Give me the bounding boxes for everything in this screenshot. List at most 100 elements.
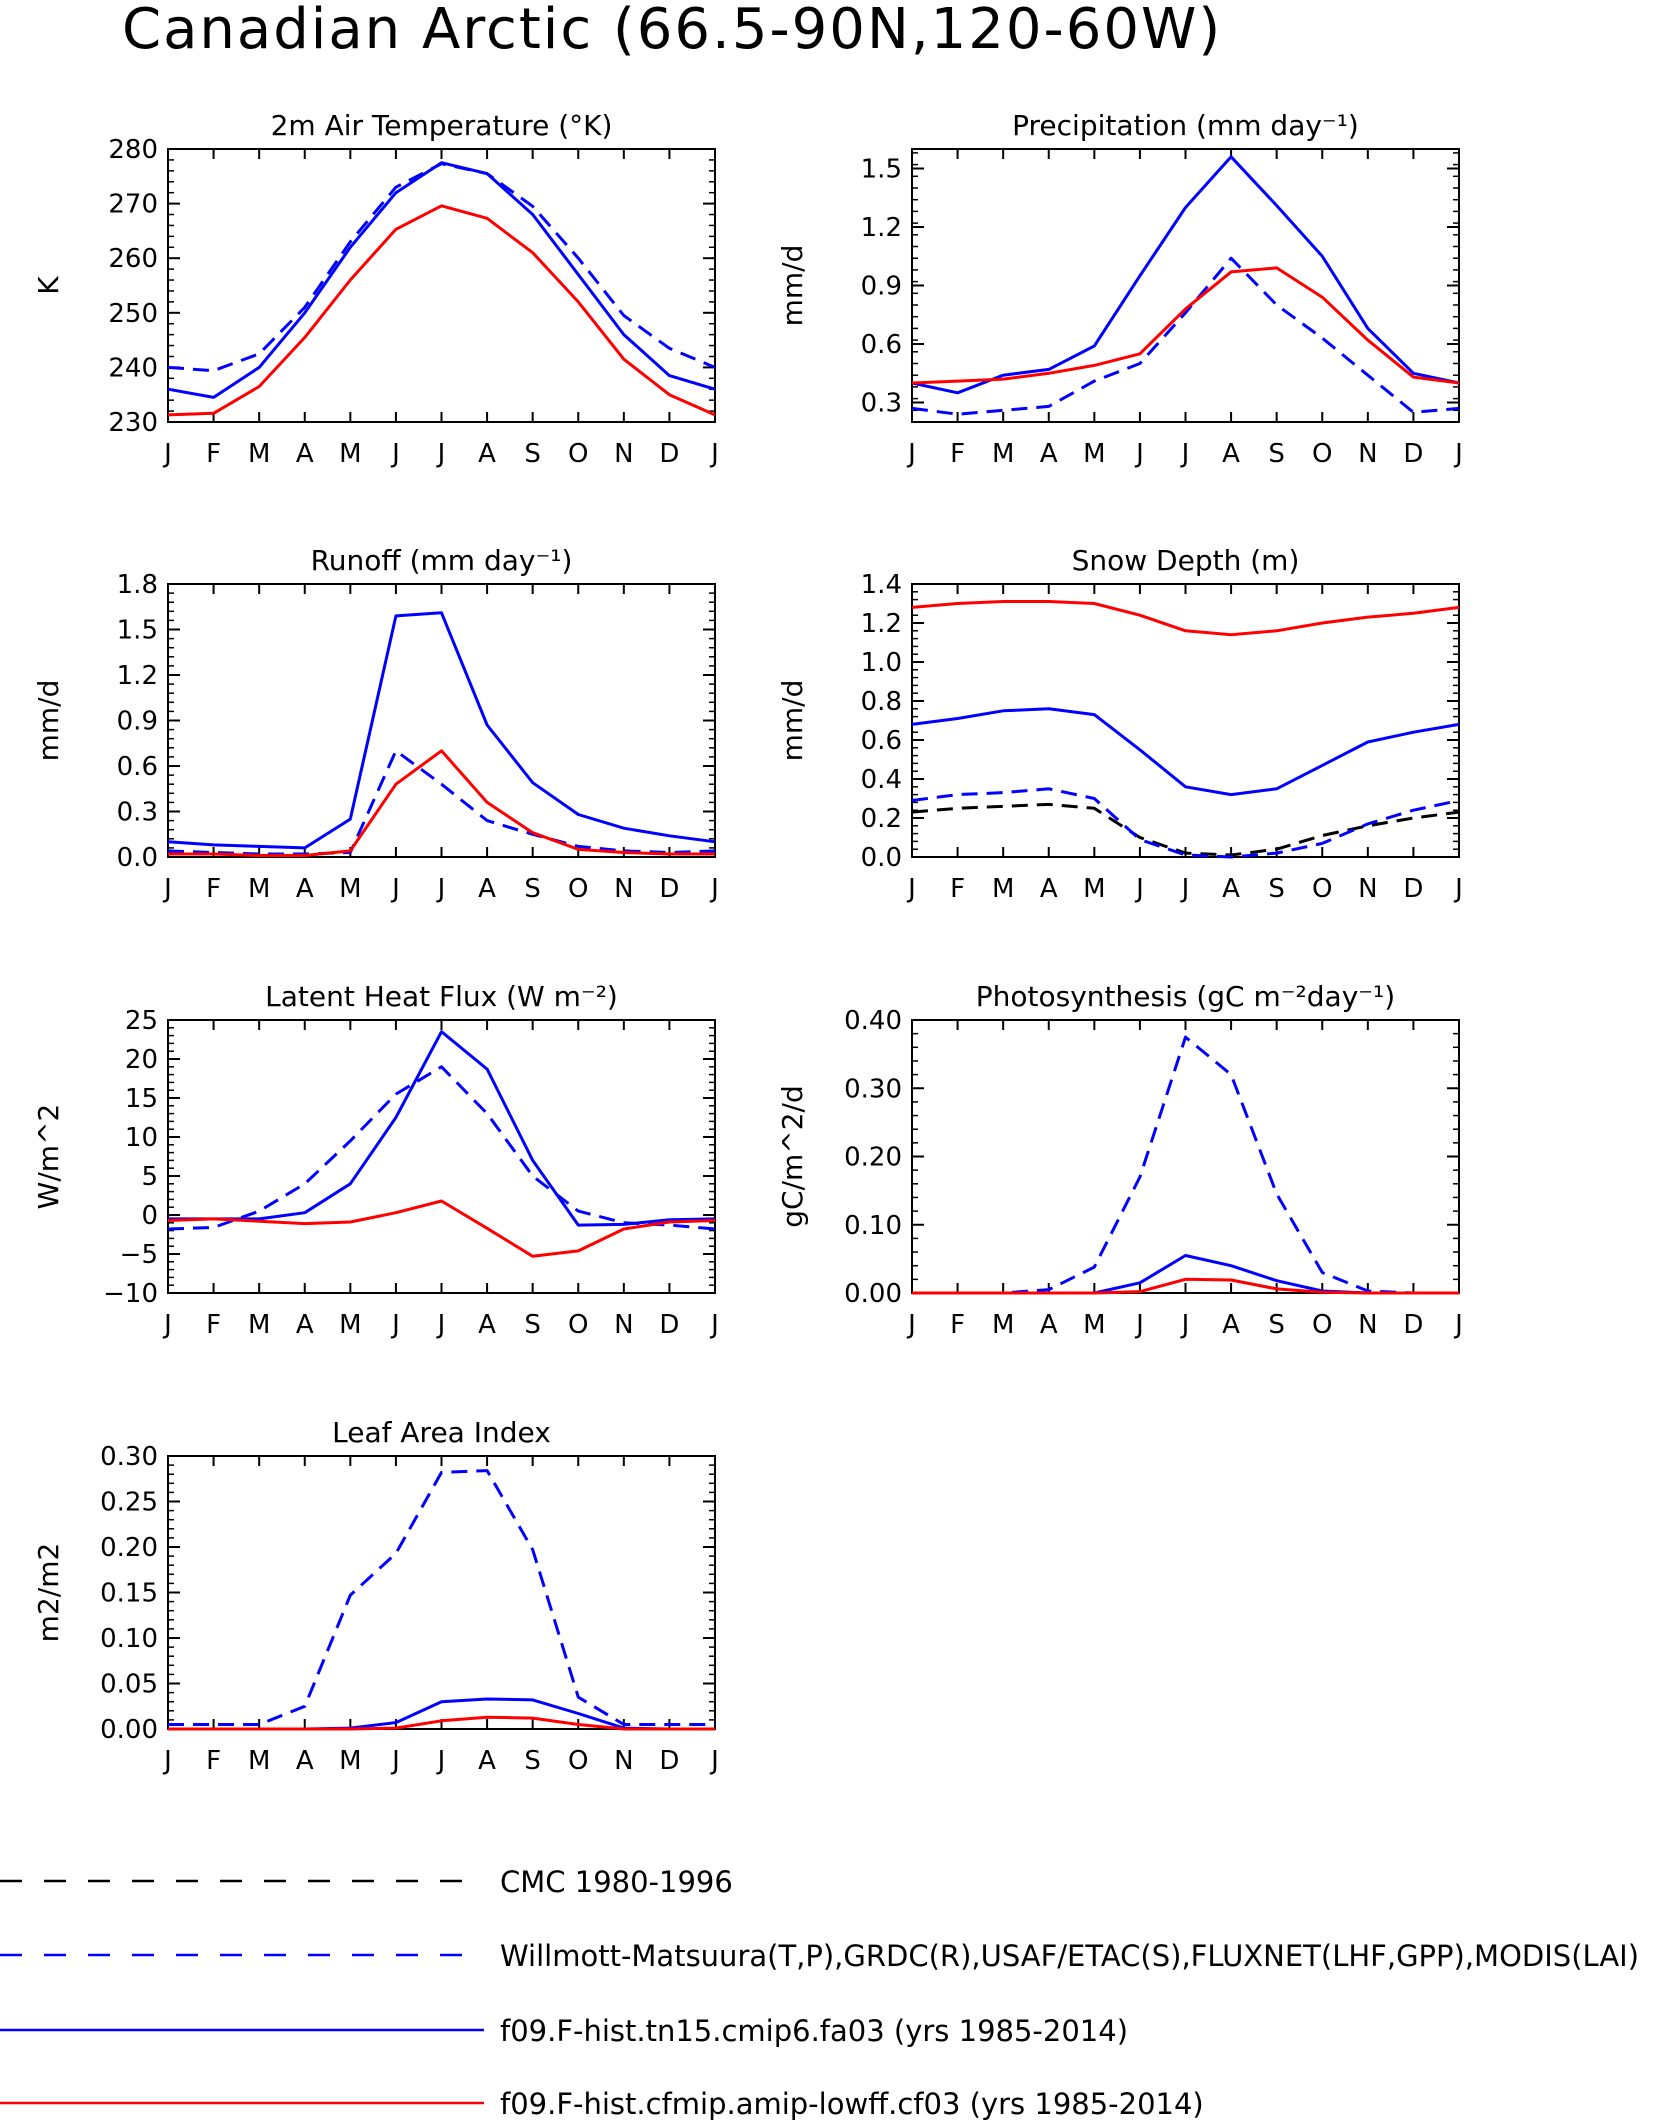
- series-line-2: [167, 161, 716, 399]
- x-tick-label: J: [709, 1746, 719, 1776]
- series-line-1: [911, 802, 1460, 857]
- x-tick-label: J: [709, 439, 719, 469]
- x-tick-label: A: [478, 1746, 496, 1776]
- legend-label: f09.F-hist.cfmip.amip-lowff.cf03 (yrs 19…: [500, 2087, 1204, 2121]
- y-tick-label: 0.6: [861, 726, 902, 756]
- x-tick-label: J: [1180, 439, 1190, 469]
- series-line-2: [911, 787, 1460, 859]
- panel-title: Photosynthesis (gC m⁻²day⁻¹): [976, 980, 1395, 1013]
- x-tick-label: J: [1134, 874, 1144, 904]
- series-line-3: [168, 749, 715, 857]
- panel-7: J F M A M J J A S O N D J0.000.050.100.150.200.250.3…: [32, 1416, 719, 1776]
- x-tick-label: O: [1312, 439, 1332, 469]
- x-tick-label: J: [436, 874, 446, 904]
- y-tick-label: 0.9: [861, 272, 902, 302]
- x-tick-label: N: [614, 1310, 633, 1340]
- y-tick-label: 0.10: [100, 1624, 158, 1654]
- x-tick-label: M: [1083, 439, 1105, 469]
- panel-3: J F M A M J J A S O N D J0.00.30.60.91.21.51.8Runoff…: [32, 544, 719, 904]
- y-tick-label: 0.25: [100, 1488, 158, 1518]
- panel-title: 2m Air Temperature (°K): [271, 109, 613, 142]
- x-tick-label: S: [1268, 439, 1285, 469]
- x-tick-label: D: [659, 1746, 679, 1776]
- x-tick-label: S: [524, 874, 541, 904]
- plot-frame: [167, 1455, 716, 1730]
- x-tick-label: A: [478, 874, 496, 904]
- y-tick-label: 1.5: [861, 155, 902, 185]
- panel-title: Leaf Area Index: [332, 1416, 551, 1449]
- plot-frame: [167, 148, 716, 423]
- x-tick-label: J: [906, 874, 916, 904]
- y-tick-label: −10: [103, 1279, 158, 1309]
- panel-title: Runoff (mm day⁻¹): [311, 544, 573, 577]
- x-tick-label: J: [906, 1310, 916, 1340]
- x-tick-label: J: [162, 874, 172, 904]
- x-tick-label: S: [1268, 874, 1285, 904]
- y-tick-label: 1.5: [117, 616, 158, 646]
- x-tick-label: O: [1312, 874, 1332, 904]
- x-tick-label: M: [339, 1746, 361, 1776]
- y-tick-label: 0.0: [117, 843, 158, 873]
- legend-label: f09.F-hist.tn15.cmip6.fa03 (yrs 1985-201…: [500, 2014, 1128, 2048]
- legend-item: Willmott-Matsuura(T,P),GRDC(R),USAF/ETAC…: [0, 1939, 1639, 1973]
- y-tick-label: 0.20: [844, 1143, 902, 1173]
- panel-title: Precipitation (mm day⁻¹): [1012, 109, 1359, 142]
- x-tick-label: F: [950, 439, 965, 469]
- x-tick-label: A: [1222, 439, 1240, 469]
- y-tick-label: 0.05: [100, 1670, 158, 1700]
- x-tick-label: J: [1134, 439, 1144, 469]
- x-tick-label: A: [296, 1746, 314, 1776]
- x-tick-label: M: [248, 1746, 270, 1776]
- x-tick-label: J: [162, 1746, 172, 1776]
- x-tick-label: D: [659, 439, 679, 469]
- y-tick-label: 0.9: [117, 707, 158, 737]
- panel-4: J F M A M J J A S O N D J0.00.20.40.60.81.01.21.4Sno…: [776, 544, 1463, 904]
- x-tick-label: A: [1040, 874, 1058, 904]
- x-tick-label: A: [296, 874, 314, 904]
- y-tick-label: 15: [125, 1084, 158, 1114]
- x-tick-label: J: [1453, 1310, 1463, 1340]
- y-tick-label: 0.3: [117, 798, 158, 828]
- x-tick-label: M: [992, 439, 1014, 469]
- y-tick-label: 20: [125, 1045, 158, 1075]
- x-tick-label: J: [436, 439, 446, 469]
- x-tick-label: A: [296, 439, 314, 469]
- x-tick-label: S: [524, 1746, 541, 1776]
- y-axis-label: m2/m2: [32, 1543, 65, 1643]
- legend-item: f09.F-hist.tn15.cmip6.fa03 (yrs 1985-201…: [0, 2014, 1128, 2048]
- figure-title: Canadian Arctic (66.5-90N,120-60W): [122, 0, 1222, 62]
- y-tick-label: 1.2: [117, 661, 158, 691]
- y-tick-label: 5: [141, 1162, 158, 1192]
- y-tick-label: −5: [120, 1240, 158, 1270]
- x-tick-label: J: [162, 439, 172, 469]
- y-tick-label: 1.0: [861, 648, 902, 678]
- x-tick-label: M: [248, 874, 270, 904]
- y-tick-label: 25: [125, 1006, 158, 1036]
- y-tick-label: 0: [141, 1201, 158, 1231]
- series-line-3: [167, 204, 716, 417]
- x-tick-label: J: [436, 1310, 446, 1340]
- legend-label: Willmott-Matsuura(T,P),GRDC(R),USAF/ETAC…: [500, 1939, 1639, 1973]
- x-tick-label: S: [1268, 1310, 1285, 1340]
- x-tick-label: F: [950, 1310, 965, 1340]
- y-axis-label: mm/d: [776, 245, 809, 327]
- y-tick-label: 0.15: [100, 1579, 158, 1609]
- x-tick-label: N: [1358, 439, 1377, 469]
- series-line-3: [167, 1199, 716, 1258]
- x-tick-label: A: [1222, 874, 1240, 904]
- y-tick-label: 0.40: [844, 1006, 902, 1036]
- y-tick-label: 270: [108, 190, 158, 220]
- x-tick-label: A: [1040, 1310, 1058, 1340]
- x-tick-label: D: [659, 874, 679, 904]
- x-tick-label: M: [248, 1310, 270, 1340]
- x-tick-label: M: [992, 874, 1014, 904]
- x-tick-label: J: [436, 1746, 446, 1776]
- y-tick-label: 0.30: [844, 1074, 902, 1104]
- x-tick-label: F: [206, 1310, 221, 1340]
- x-tick-label: D: [1403, 439, 1423, 469]
- y-tick-label: 0.0: [861, 843, 902, 873]
